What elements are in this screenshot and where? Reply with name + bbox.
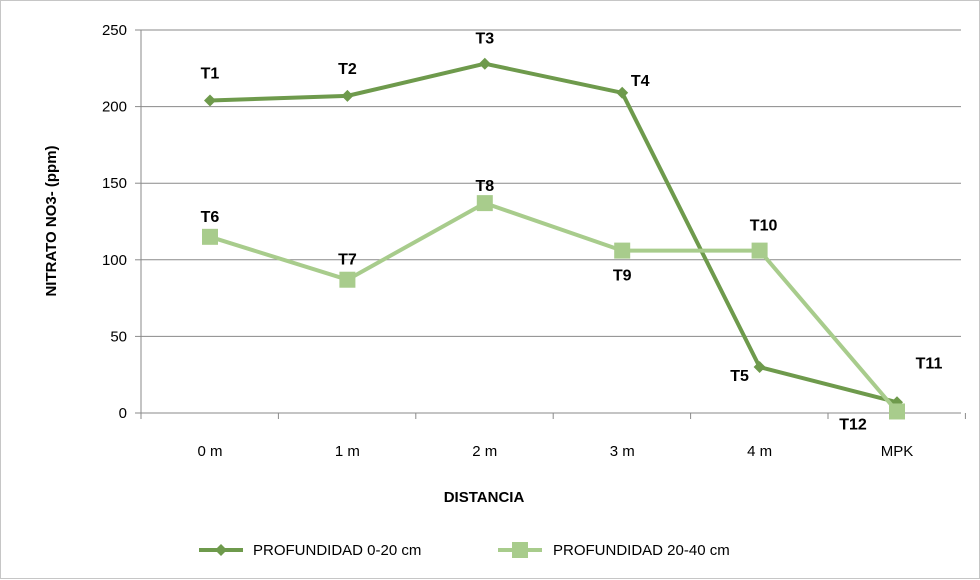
x-axis-ticks: 0 m 1 m 2 m 3 m 4 m MPK [140,413,966,460]
point-label: T5 [730,368,749,385]
point-label: T9 [613,268,632,285]
point-label: T1 [201,65,220,82]
series-line [209,201,899,413]
point-label: T6 [201,209,220,226]
data-point-square [476,195,493,212]
y-tick-label: 0 [119,405,127,422]
point-label: T3 [475,31,494,48]
point-label: T7 [338,252,357,269]
y-tick-label: 250 [102,22,127,39]
x-tick-label: 4 m [747,443,772,460]
y-axis-ticks: 0 50 100 150 200 250 [102,22,141,422]
legend-swatch-marker [215,544,227,556]
data-point-diamond [341,89,354,102]
x-tick-label: 2 m [472,443,497,460]
data-point-square [889,403,905,420]
data-point-diamond [204,94,216,107]
point-label: T12 [839,416,867,433]
x-tick-label: 1 m [335,443,360,460]
y-tick-label: 100 [102,252,127,269]
data-point-square [339,271,356,288]
point-label: T10 [750,218,778,235]
legend-swatch-marker [512,542,528,558]
point-label: T11 [916,355,943,372]
point-label: T2 [338,61,357,78]
point-label: T4 [631,73,650,90]
y-tick-label: 50 [110,328,127,345]
data-point-square [751,242,768,259]
axes [140,30,961,414]
legend: PROFUNDIDAD 0-20 cm PROFUNDIDAD 20-40 cm [199,542,730,559]
point-labels: T1 T2 T3 T4 T5 T11 T6 T7 T8 T9 T10 T12 [201,31,943,434]
data-point-diamond [478,57,491,70]
data-point-diamond [753,361,766,374]
y-axis-title: NITRATO NO3- (ppm) [43,145,60,296]
y-tick-label: 150 [102,175,127,192]
x-tick-label: 0 m [197,443,222,460]
x-tick-label: MPK [881,443,914,460]
data-point-diamond [616,86,629,99]
data-point-square [202,228,218,245]
point-label: T8 [475,178,494,195]
legend-label: PROFUNDIDAD 20-40 cm [553,542,730,559]
x-tick-label: 3 m [610,443,635,460]
data-point-square [614,242,631,259]
x-axis-title: DISTANCIA [444,489,525,506]
y-tick-label: 200 [102,99,127,116]
series-line [209,61,898,405]
legend-label: PROFUNDIDAD 0-20 cm [253,542,421,559]
series-layer [202,57,905,420]
